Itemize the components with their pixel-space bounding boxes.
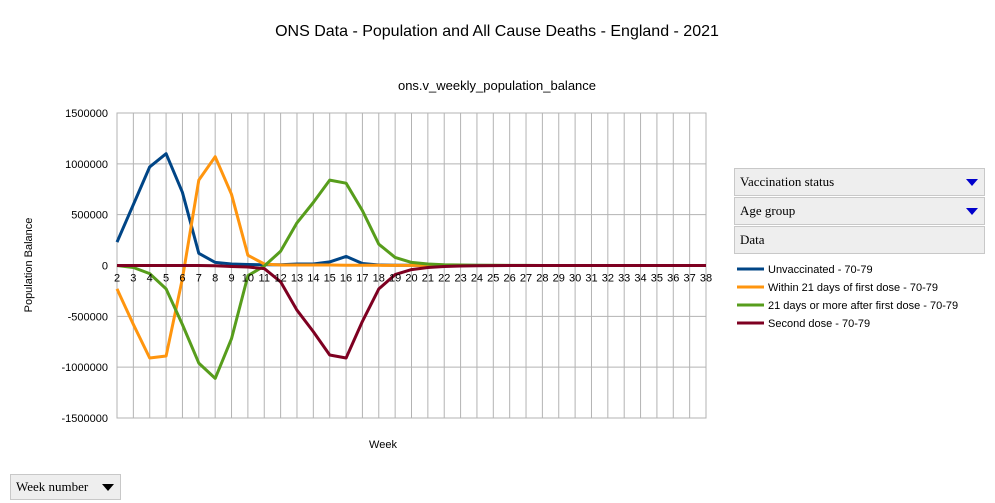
x-tick-label: 30 xyxy=(569,273,581,285)
x-tick-label: 26 xyxy=(504,273,516,285)
x-tick-label: 32 xyxy=(602,273,614,285)
y-tick-label: 1500000 xyxy=(65,108,108,120)
chart-title: ONS Data - Population and All Cause Deat… xyxy=(275,23,719,40)
plot-area: 1500000 1000000 500000 0 -500000 -1000000 -150… xyxy=(62,108,713,425)
week-number-label: Week number xyxy=(16,479,89,494)
x-tick-label: 12 xyxy=(274,273,286,285)
x-axis-label: Week xyxy=(369,439,397,451)
x-tick-label: 37 xyxy=(684,273,696,285)
x-tick-label: 28 xyxy=(536,273,548,285)
y-tick-label: 500000 xyxy=(71,210,108,222)
x-tick-label: 20 xyxy=(405,273,417,285)
x-tick-label: 33 xyxy=(618,273,630,285)
y-tick-label: -1500000 xyxy=(62,413,109,425)
x-tick-label: 11 xyxy=(259,273,270,285)
dropdown-arrow-icon[interactable] xyxy=(966,179,978,186)
x-tick-label: 10 xyxy=(242,273,254,285)
legend-label: Unvaccinated - 70-79 xyxy=(768,264,873,276)
x-tick-label: 36 xyxy=(667,273,679,285)
legend-label: Second dose - 70-79 xyxy=(768,318,870,330)
legend-label: 21 days or more after first dose - 70-79 xyxy=(768,300,958,312)
x-tick-label: 7 xyxy=(196,273,202,285)
y-tick-label: 0 xyxy=(102,261,108,273)
chart-subtitle: ons.v_weekly_population_balance xyxy=(398,78,596,93)
x-tick-label: 24 xyxy=(471,273,483,285)
y-tick-label: -500000 xyxy=(68,311,108,323)
x-tick-label: 21 xyxy=(422,273,434,285)
y-axis-label: Population Balance xyxy=(23,218,35,313)
dropdown-arrow-icon[interactable] xyxy=(102,484,114,491)
week-number-button[interactable]: Week number xyxy=(10,474,121,500)
x-tick-label: 38 xyxy=(700,273,712,285)
x-tick-label: 25 xyxy=(487,273,499,285)
x-tick-label: 14 xyxy=(307,273,319,285)
x-tick-label: 23 xyxy=(454,273,466,285)
age-group-label: Age group xyxy=(740,203,796,218)
x-tick-label: 8 xyxy=(212,273,218,285)
data-field-button[interactable]: Data xyxy=(734,226,985,254)
legend-label: Within 21 days of first dose - 70-79 xyxy=(768,282,938,294)
x-tick-label: 4 xyxy=(147,273,153,285)
x-tick-label: 34 xyxy=(634,273,646,285)
x-tick-label: 2 xyxy=(114,273,120,285)
series-line-4 xyxy=(117,264,706,360)
x-tick-label: 19 xyxy=(389,273,401,285)
x-tick-label: 29 xyxy=(553,273,565,285)
x-tick-label: 18 xyxy=(373,273,385,285)
x-tick-label: 17 xyxy=(356,273,368,285)
x-tick-label: 35 xyxy=(651,273,663,285)
y-tick-label: 1000000 xyxy=(65,159,108,171)
y-tick-label: -1000000 xyxy=(62,362,109,374)
x-tick-label: 16 xyxy=(340,273,352,285)
x-tick-label: 6 xyxy=(179,273,185,285)
x-tick-label: 31 xyxy=(585,273,597,285)
age-group-button[interactable]: Age group xyxy=(734,197,985,225)
dropdown-arrow-icon[interactable] xyxy=(966,208,978,215)
x-tick-label: 5 xyxy=(163,273,169,285)
x-tick-label: 15 xyxy=(324,273,336,285)
x-tick-label: 9 xyxy=(228,273,234,285)
vaccination-status-label: Vaccination status xyxy=(740,174,835,189)
vaccination-status-button[interactable]: Vaccination status xyxy=(734,168,985,196)
x-tick-label: 27 xyxy=(520,273,532,285)
x-tick-label: 22 xyxy=(438,273,450,285)
data-field-label: Data xyxy=(740,232,765,247)
legend: Unvaccinated - 70-79 Within 21 days of fi… xyxy=(737,264,958,330)
x-tick-label: 13 xyxy=(291,273,303,285)
x-tick-label: 3 xyxy=(130,273,136,285)
